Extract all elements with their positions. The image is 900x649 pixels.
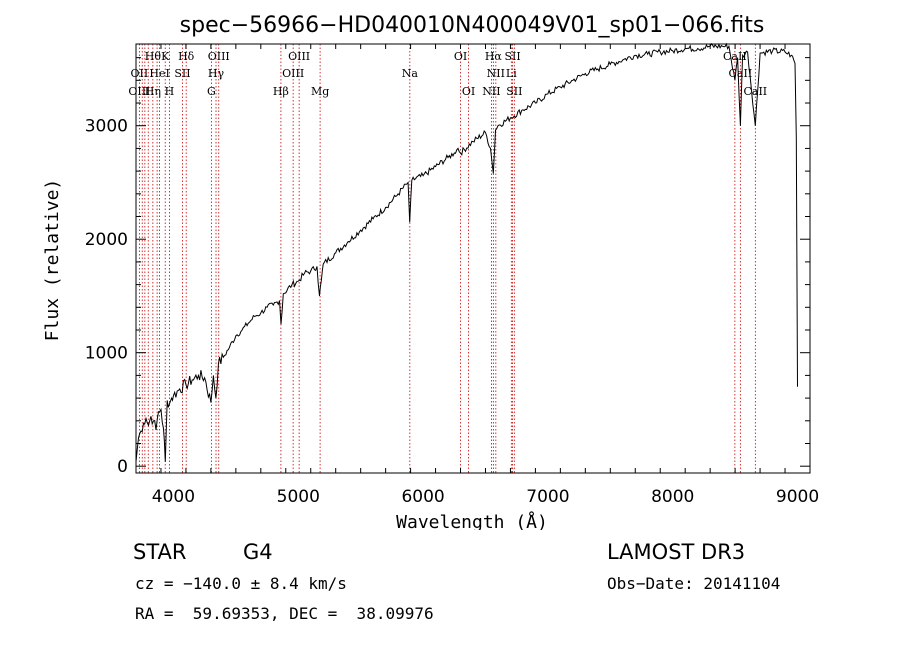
x-axis-ticks: 4000 5000 6000 7000 8000 9000 [135, 44, 819, 507]
y-tick-label: 3000 [85, 117, 128, 137]
spectral-lines [138, 44, 756, 473]
observation-date: Obs−Date: 20141104 [607, 574, 781, 593]
plot-frame [135, 43, 811, 474]
spectral-line-label: Hδ [178, 50, 195, 63]
spectral-line-label: OIII [128, 85, 150, 98]
flux-spectrum-line [135, 42, 798, 462]
spectral-line-label: NII [482, 85, 500, 98]
y-tick-label: 1000 [85, 344, 128, 364]
spectral-line-label: Li [506, 67, 517, 80]
spectral-line-label: Na [402, 67, 419, 80]
coordinates: RA = 59.69353, DEC = 38.09976 [135, 604, 434, 623]
spectral-line-label: SII [506, 85, 522, 98]
x-tick-label: 9000 [776, 487, 819, 507]
spectral-line-label: Hγ [208, 67, 225, 80]
spectral-line-label: Hβ [273, 85, 289, 98]
spectral-line-label: OI [454, 50, 467, 63]
x-tick-label: 7000 [526, 487, 569, 507]
spectral-line-label: CaII [729, 67, 753, 80]
x-tick-label: 6000 [401, 487, 444, 507]
spectral-line-label: OIII [208, 50, 230, 63]
spectral-line-label: SII [504, 50, 520, 63]
spectral-line-label: Hη [145, 85, 161, 98]
spectral-line-label: NII [487, 67, 505, 80]
y-tick-label: 0 [117, 457, 128, 477]
spectral-line-label: OIII [288, 50, 310, 63]
x-tick-label: 8000 [651, 487, 694, 507]
redshift-value: cz = −140.0 ± 8.4 km/s [135, 574, 347, 593]
survey-name: LAMOST DR3 [607, 540, 746, 564]
spectral-line-label: OII [131, 67, 149, 80]
chart-title: spec−56966−HD040010N400049V01_sp01−066.f… [180, 13, 765, 38]
spectral-line-label: G [207, 85, 216, 98]
spectrum-plot: spec−56966−HD040010N400049V01_sp01−066.f… [42, 13, 819, 530]
spectral-line-label: Hθ [145, 50, 162, 63]
spectral-line-label: CaII [723, 50, 747, 63]
spectral-line-label: HeI [149, 67, 169, 80]
y-axis-label: Flux (relative) [42, 179, 63, 342]
y-tick-label: 2000 [85, 230, 128, 250]
spectral-line-label: OIII [282, 67, 304, 80]
spectral-line-label: SII [174, 67, 190, 80]
object-class: STAR [133, 540, 187, 564]
spectral-line-label: H [165, 85, 175, 98]
spectral-line-label: K [161, 50, 170, 63]
x-tick-label: 5000 [277, 487, 320, 507]
x-axis-label: Wavelength (Å) [396, 511, 548, 530]
spectral-line-label: CaII [743, 85, 767, 98]
y-axis-ticks: 0 1000 2000 3000 [85, 57, 810, 477]
x-tick-label: 4000 [152, 487, 195, 507]
spectral-line-label: Hα [485, 50, 503, 63]
spectral-line-label: OI [462, 85, 475, 98]
object-subclass: G4 [243, 540, 273, 564]
spectral-line-label: Mg [311, 85, 329, 98]
